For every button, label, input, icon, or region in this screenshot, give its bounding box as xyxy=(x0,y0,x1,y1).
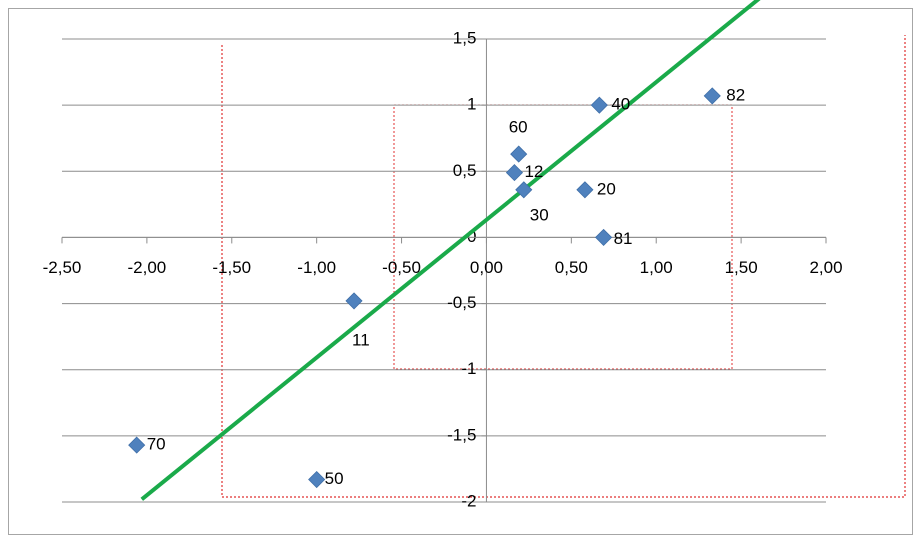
point xyxy=(515,181,533,199)
x-tick-label: 0,50 xyxy=(555,258,588,277)
point-label: 82 xyxy=(726,85,745,104)
point-label: 12 xyxy=(524,162,543,181)
x-tick-label: -1,00 xyxy=(297,258,336,277)
point-label: 30 xyxy=(530,205,549,224)
point xyxy=(505,164,524,182)
point-label: 11 xyxy=(352,330,370,349)
x-tick-label: -2,00 xyxy=(128,258,167,277)
x-tick-label: 1,50 xyxy=(725,258,758,277)
y-tick-label: -0,5 xyxy=(447,293,476,312)
outer-box xyxy=(221,35,906,498)
x-tick-label: -0,50 xyxy=(382,258,421,277)
x-tick-label: 1,00 xyxy=(640,258,673,277)
y-tick-label: -1 xyxy=(461,359,476,378)
point-label: 70 xyxy=(147,435,166,454)
x-tick-label: 0,00 xyxy=(470,258,503,277)
point-label: 81 xyxy=(614,229,633,248)
y-tick-label: 1,5 xyxy=(453,28,477,47)
y-tick-label: 0,5 xyxy=(453,161,477,180)
y-tick-label: 1 xyxy=(467,95,476,114)
point xyxy=(590,96,608,114)
x-tick-label: -1,50 xyxy=(212,258,251,277)
point-label: 60 xyxy=(509,118,528,137)
point xyxy=(128,436,146,454)
y-tick-label: 0 xyxy=(467,227,476,246)
point xyxy=(595,228,613,246)
y-tick-label: -2 xyxy=(461,491,476,510)
x-tick-label: 2,00 xyxy=(809,258,842,277)
point xyxy=(703,87,721,105)
chart-frame xyxy=(8,8,913,535)
point xyxy=(510,145,528,163)
trendline xyxy=(140,0,761,501)
point xyxy=(576,181,594,199)
point xyxy=(345,292,363,310)
point-label: 50 xyxy=(325,469,344,488)
point-label: 20 xyxy=(597,179,616,198)
y-tick-label: -1,5 xyxy=(447,425,476,444)
point-label: 40 xyxy=(611,95,630,114)
x-tick-label: -2,50 xyxy=(43,258,82,277)
point xyxy=(308,470,326,489)
